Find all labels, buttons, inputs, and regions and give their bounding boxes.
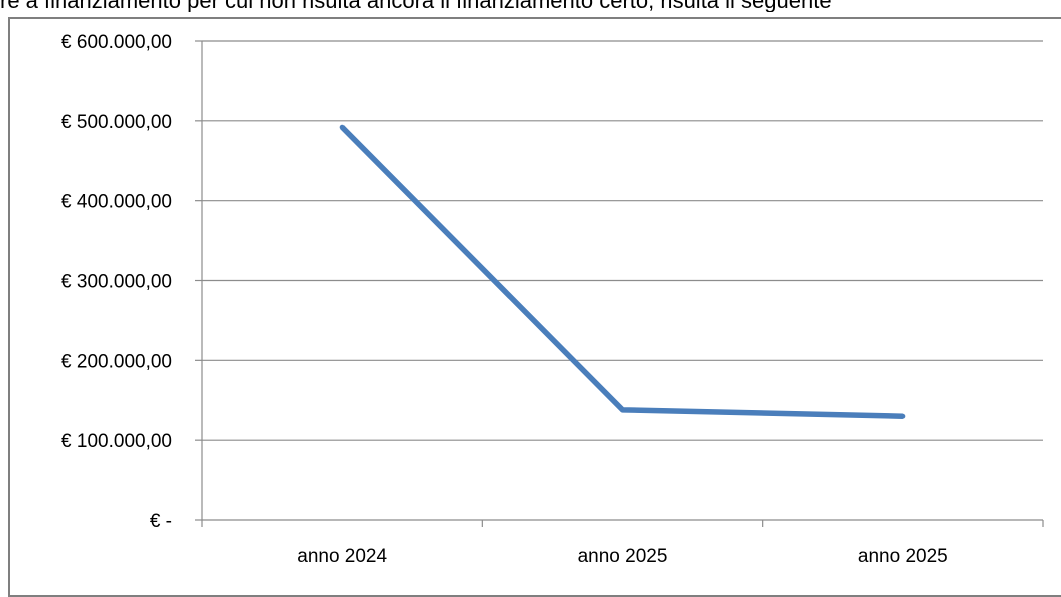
x-tick-label: anno 2025 [578, 546, 668, 567]
axes [195, 40, 1044, 527]
gridlines [202, 40, 1043, 441]
y-tick-label: € 400.000,00 [61, 192, 172, 213]
y-tick-label: € 100.000,00 [61, 431, 172, 452]
document-text-line: re a finanziamento per cui non risulta a… [0, 0, 1061, 12]
y-axis-tick-labels: € - € 100.000,00 € 200.000,00 € 300.000,00 €… [61, 32, 172, 532]
series-layer [339, 124, 906, 419]
line-chart: € - € 100.000,00 € 200.000,00 € 300.000,00 €… [61, 32, 1044, 567]
data-point [620, 407, 625, 413]
data-point [339, 124, 345, 130]
y-tick-label: € - [150, 511, 172, 532]
chart-frame [8, 17, 1061, 597]
x-tick-label: anno 2024 [297, 546, 387, 567]
y-tick-label: € 600.000,00 [61, 32, 172, 53]
y-tick-label: € 300.000,00 [61, 272, 172, 293]
y-tick-label: € 500.000,00 [61, 112, 172, 133]
x-axis-tick-labels: anno 2024 anno 2025 anno 2025 [297, 546, 947, 567]
series-line [340, 125, 903, 419]
x-tick-label: anno 2025 [858, 546, 948, 567]
data-point [900, 413, 906, 419]
y-tick-label: € 200.000,00 [61, 351, 172, 372]
